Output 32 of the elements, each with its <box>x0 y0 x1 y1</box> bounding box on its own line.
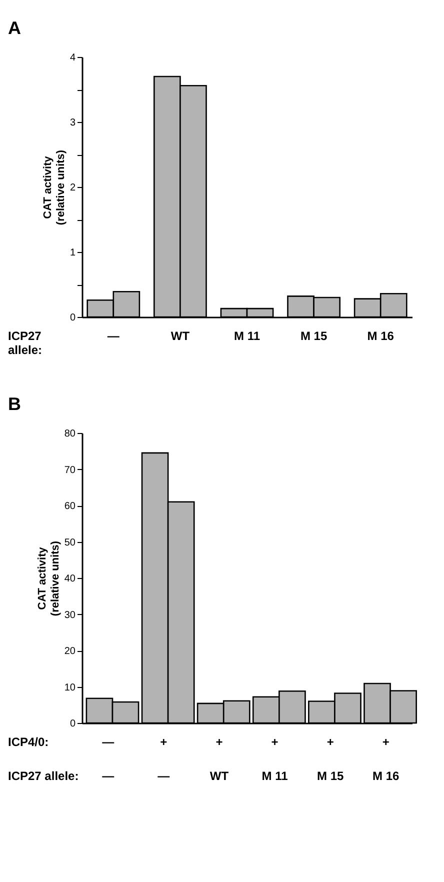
chart-title: A <box>8 18 21 38</box>
y-tick-label: 60 <box>64 501 76 512</box>
category-label: + M 11 <box>262 735 288 783</box>
y-tick-label: 0 <box>70 312 76 324</box>
y-tick-label: 40 <box>64 574 76 584</box>
text: ICP27 allele: <box>8 769 79 783</box>
category-label: + M 16 <box>372 735 400 783</box>
y-tick-label: 20 <box>64 646 76 657</box>
category-label: + — <box>158 735 170 783</box>
y-tick-label: 3 <box>70 118 76 128</box>
y-tick-label: 1 <box>70 248 76 258</box>
y-axis-title: CAT activity (relative units) <box>36 540 62 616</box>
y-tick-label: 30 <box>64 610 76 621</box>
chart-title: B <box>8 394 21 414</box>
x-tick-label: WT <box>170 329 190 343</box>
text: ICP4/0: <box>8 735 49 749</box>
y-tick-label: 4 <box>70 52 76 64</box>
category-label: + WT <box>210 735 229 783</box>
y-tick-label: 0 <box>70 718 76 730</box>
category-label: — — <box>102 735 114 783</box>
x-tick-label: M 11 <box>234 329 260 343</box>
y-tick-label: 2 <box>70 182 76 194</box>
x-tick-label: — <box>107 329 120 343</box>
text: ICP27 allele: <box>8 329 42 357</box>
y-tick-label: 10 <box>64 682 76 694</box>
y-tick-label: 80 <box>64 428 76 440</box>
category-label: + M 15 <box>316 735 344 783</box>
x-tick-label: M 16 <box>367 329 394 343</box>
y-axis-title: CAT activity (relative units) <box>42 150 67 226</box>
x-tick-label: M 15 <box>300 329 328 343</box>
y-tick-label: 50 <box>64 537 76 548</box>
y-tick-label: 70 <box>64 464 76 476</box>
